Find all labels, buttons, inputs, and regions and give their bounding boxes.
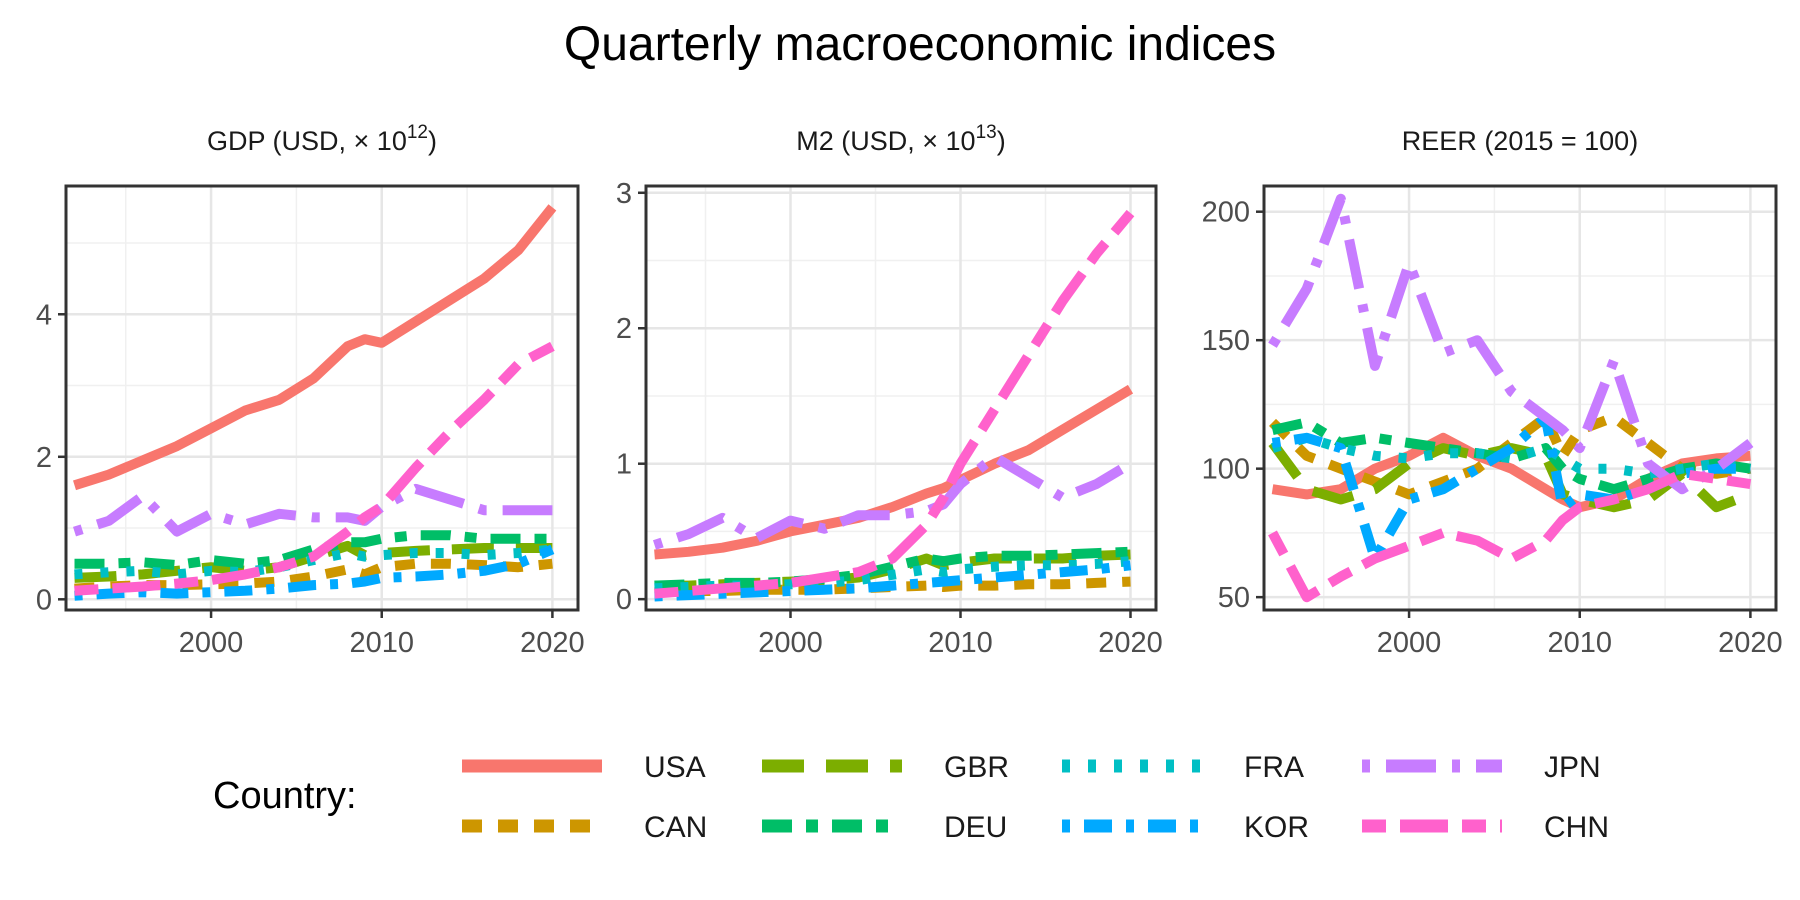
- legend-entry-can: CAN: [462, 811, 707, 844]
- y-tick-label: 200: [1202, 197, 1250, 229]
- x-tick-label: 2020: [1098, 627, 1163, 659]
- panel-2: M2 (USD, × 1013) 2000 2010 2020 0 1 2 3: [616, 122, 1163, 659]
- panel-border: [1262, 184, 1778, 612]
- x-tick-label: 2010: [928, 627, 993, 659]
- series-group: [652, 209, 1135, 602]
- legend-label: CHN: [1544, 811, 1609, 844]
- series-line-fra: [74, 544, 553, 580]
- x-tick-label: 2000: [758, 627, 823, 659]
- series-line-chn: [654, 209, 1135, 599]
- x-tick-label: 2020: [1718, 627, 1783, 659]
- panel-1: GDP (USD, × 1012) 2000 2010 2020 0 2 4: [36, 122, 585, 659]
- y-tick-label: 2: [616, 313, 632, 345]
- series-line-kor: [654, 560, 1132, 602]
- panel-title: M2 (USD, × 1013): [796, 122, 1005, 156]
- series-group: [73, 204, 557, 601]
- legend-entry-gbr: GBR: [762, 751, 1009, 784]
- series-line-chn: [1268, 468, 1752, 603]
- series-line-usa: [73, 204, 557, 491]
- legend-entry-jpn: JPN: [1362, 751, 1601, 784]
- panel-border: [644, 184, 1158, 612]
- x-tick-label: 2000: [1377, 627, 1442, 659]
- grid: [646, 186, 1156, 610]
- panel-title-end: ): [428, 126, 437, 156]
- series-line-jpn: [652, 451, 1134, 550]
- panel-title: GDP (USD, × 1012): [207, 122, 437, 156]
- panel-title-text: REER (2015 = 100): [1402, 126, 1638, 156]
- panel-title: REER (2015 = 100): [1402, 126, 1638, 156]
- legend-entry-deu: DEU: [762, 811, 1007, 844]
- legend-entry-usa: USA: [462, 751, 706, 784]
- y-tick-label: 100: [1202, 454, 1250, 486]
- x-tick-label: 2000: [179, 627, 244, 659]
- y-tick-label: 4: [36, 299, 52, 331]
- series-line-jpn: [73, 483, 553, 537]
- legend-label: USA: [644, 751, 706, 784]
- y-tick-label: 150: [1202, 325, 1250, 357]
- y-tick-label: 0: [36, 584, 52, 616]
- legend-label: FRA: [1244, 751, 1304, 784]
- legend: Country: USA CAN GBR DEU FRA KOR JPN CHN: [213, 751, 1609, 844]
- panel-title-exponent: 13: [976, 122, 997, 143]
- x-tick-label: 2010: [1547, 627, 1612, 659]
- x-tick-label: 2020: [520, 627, 585, 659]
- series-line-chn: [74, 341, 555, 596]
- y-tick-label: 2: [36, 442, 52, 474]
- x-tick-label: 2010: [349, 627, 414, 659]
- legend-title: Country:: [213, 775, 357, 817]
- legend-label: CAN: [644, 811, 707, 844]
- legend-entry-kor: KOR: [1062, 811, 1309, 844]
- legend-entry-fra: FRA: [1062, 751, 1304, 784]
- panel-title-exponent: 12: [407, 122, 428, 143]
- y-tick-label: 0: [616, 584, 632, 616]
- series-line-can: [1269, 412, 1752, 500]
- y-tick-label: 1: [616, 449, 632, 481]
- series-group: [1268, 193, 1754, 603]
- y-tick-label: 3: [616, 178, 632, 210]
- chart-title: Quarterly macroeconomic indices: [564, 18, 1276, 71]
- series-line-fra: [1271, 432, 1752, 479]
- panel-title-end: ): [997, 126, 1006, 156]
- legend-label: GBR: [944, 751, 1009, 784]
- panel-3: REER (2015 = 100) 2000 2010 2020 50 100 150 200: [1202, 126, 1783, 659]
- panel-title-text: GDP (USD, × 10: [207, 126, 407, 156]
- grid: [1264, 186, 1776, 610]
- y-tick-label: 50: [1218, 582, 1250, 614]
- legend-label: DEU: [944, 811, 1007, 844]
- panel-border: [64, 184, 580, 612]
- series-line-kor: [74, 544, 555, 601]
- legend-entry-chn: CHN: [1362, 811, 1609, 844]
- panel-title-text: M2 (USD, × 10: [796, 126, 975, 156]
- series-line-usa: [654, 384, 1134, 560]
- legend-label: KOR: [1244, 811, 1309, 844]
- legend-label: JPN: [1544, 751, 1601, 784]
